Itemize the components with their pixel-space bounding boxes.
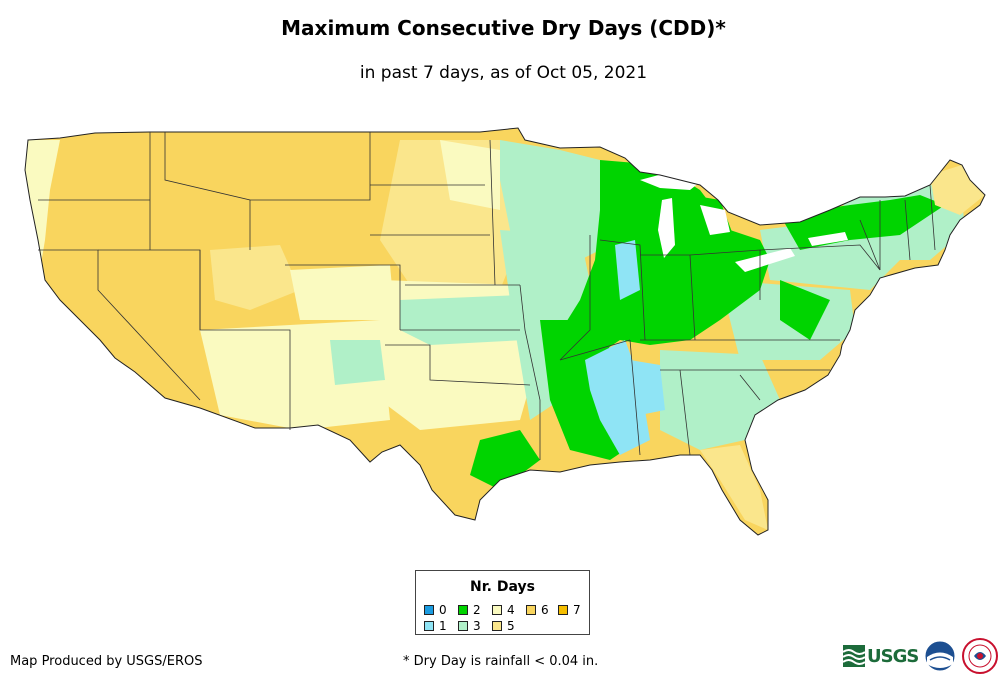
legend-item-7: 7 bbox=[558, 603, 581, 617]
legend-item-4: 4 bbox=[492, 603, 515, 617]
usgs-wave-icon bbox=[843, 645, 865, 667]
legend-label: 1 bbox=[439, 619, 447, 633]
legend-label: 4 bbox=[507, 603, 515, 617]
legend-swatch bbox=[526, 605, 536, 615]
legend-label: 5 bbox=[507, 619, 515, 633]
legend-label: 7 bbox=[573, 603, 581, 617]
noaa-logo-icon bbox=[924, 640, 956, 672]
usgs-logo-icon: USGS bbox=[843, 642, 919, 670]
legend-swatch bbox=[558, 605, 568, 615]
legend-label: 6 bbox=[541, 603, 549, 617]
legend-item-1: 1 bbox=[424, 619, 447, 633]
legend-item-6: 6 bbox=[526, 603, 549, 617]
map-subtitle: in past 7 days, as of Oct 05, 2021 bbox=[359, 63, 648, 83]
usgs-logo-text: USGS bbox=[867, 645, 919, 667]
map-title: Maximum Consecutive Dry Days (CDD)* bbox=[281, 16, 726, 40]
legend-label: 0 bbox=[439, 603, 447, 617]
legend-swatch bbox=[492, 605, 502, 615]
dry-day-footnote: * Dry Day is rainfall < 0.04 in. bbox=[403, 654, 599, 669]
legend: Nr. Days 0 1 2 3 4 5 6 7 bbox=[415, 570, 590, 635]
legend-swatch bbox=[424, 621, 434, 631]
legend-item-5: 5 bbox=[492, 619, 515, 633]
legend-item-2: 2 bbox=[458, 603, 481, 617]
legend-swatch bbox=[458, 605, 468, 615]
legend-label: 2 bbox=[473, 603, 481, 617]
legend-label: 3 bbox=[473, 619, 481, 633]
legend-title: Nr. Days bbox=[470, 579, 535, 595]
nws-logo-icon bbox=[962, 638, 998, 674]
legend-swatch bbox=[492, 621, 502, 631]
legend-swatch bbox=[458, 621, 468, 631]
legend-item-0: 0 bbox=[424, 603, 447, 617]
legend-swatch bbox=[424, 605, 434, 615]
map-credit: Map Produced by USGS/EROS bbox=[10, 654, 203, 669]
legend-item-3: 3 bbox=[458, 619, 481, 633]
